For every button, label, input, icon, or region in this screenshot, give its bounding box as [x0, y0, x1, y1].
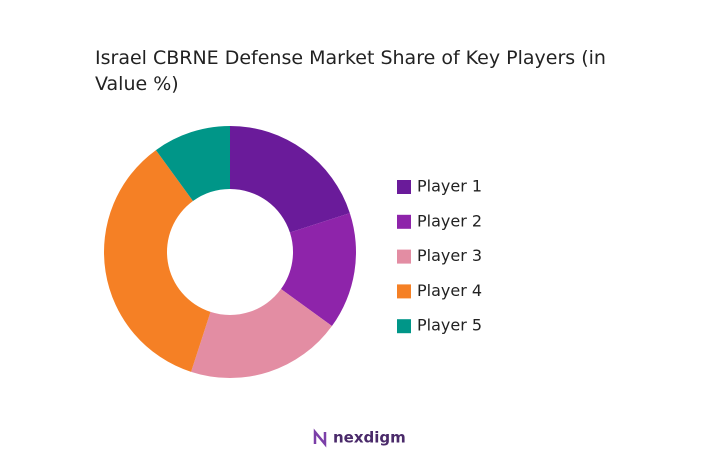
legend-label: Player 2 — [417, 211, 482, 230]
legend-label: Player 5 — [417, 316, 482, 335]
legend-label: Player 3 — [417, 246, 482, 265]
logo-icon — [313, 428, 327, 448]
legend-label: Player 4 — [417, 281, 482, 300]
legend-label: Player 1 — [417, 177, 482, 196]
legend-swatch — [397, 214, 411, 229]
slice — [191, 289, 332, 379]
slice — [280, 213, 357, 327]
slice — [230, 126, 350, 233]
footer-logo: nexdigm — [333, 429, 406, 447]
legend-swatch — [397, 180, 411, 194]
chart-title: Israel CBRNE Defense Market Share of Key… — [95, 47, 606, 95]
slice — [104, 150, 211, 372]
legend-swatch — [397, 249, 411, 264]
legend-swatch — [397, 284, 411, 299]
legend-swatch — [397, 319, 411, 334]
logo-mark — [313, 428, 327, 448]
slice — [155, 126, 230, 202]
